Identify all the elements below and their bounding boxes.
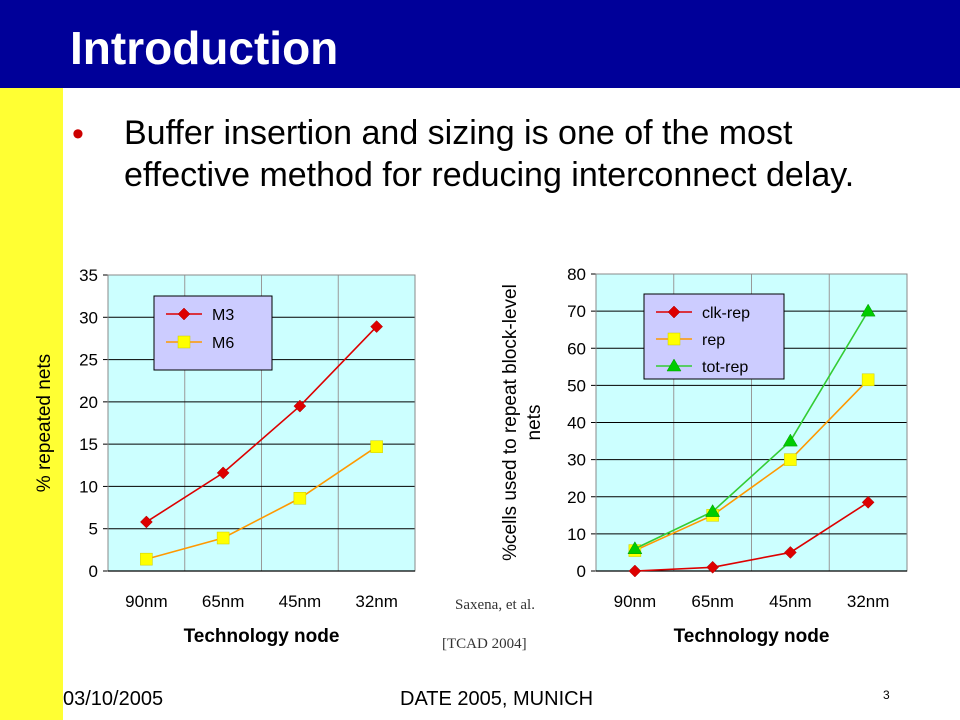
chart-right-group: 0 10 20 30 40 50 60 70 80 90nm 65nm 45nm 32nm Technol… [500, 265, 908, 647]
y-tick-label: 20 [567, 488, 586, 507]
y-tick-label: 60 [567, 339, 586, 358]
series-M6 [140, 440, 383, 566]
y-tick-label: 25 [79, 351, 98, 370]
data-point [860, 303, 876, 317]
data-point [705, 504, 721, 517]
data-point [370, 440, 383, 453]
data-point [861, 495, 875, 509]
data-point [216, 466, 230, 480]
y-tick-label: 35 [79, 266, 98, 285]
x-tick-label: 90nm [125, 592, 168, 611]
x-tick-label: 32nm [355, 592, 398, 611]
series-line [634, 310, 869, 550]
series-tot-rep [627, 303, 876, 554]
legend-marker [667, 332, 681, 346]
citation-source: [TCAD 2004] [442, 636, 527, 652]
data-point [370, 320, 383, 333]
x-tick-label: 32nm [847, 592, 890, 611]
y-tick-label: 80 [567, 265, 586, 284]
data-point [293, 492, 307, 505]
series-line [145, 326, 378, 523]
y-tick-label: 40 [567, 414, 586, 433]
legend-box [643, 293, 785, 380]
data-point [216, 531, 230, 545]
page-number: 3 [883, 688, 890, 702]
data-point [861, 373, 875, 387]
legend-label: M3 [212, 307, 234, 324]
legend-label: tot-rep [702, 359, 748, 376]
y-tick-label: 20 [79, 393, 98, 412]
x-tick-label: 45nm [279, 592, 322, 611]
x-tick-label: 65nm [691, 592, 734, 611]
bullet-dot-icon: • [72, 115, 84, 153]
x-axis-title: Technology node [184, 626, 340, 647]
data-point [627, 541, 643, 554]
data-point [784, 453, 797, 466]
slide-title: Introduction [70, 22, 339, 74]
x-axis-title: Technology node [674, 626, 830, 647]
side-accent-bar [0, 88, 63, 720]
legend-marker [666, 358, 682, 372]
data-point [706, 560, 719, 574]
series-line [634, 379, 869, 552]
x-tick-label: 45nm [769, 592, 812, 611]
y-tick-label: 10 [79, 477, 98, 496]
y-tick-label: 5 [89, 520, 98, 539]
data-point [140, 552, 153, 566]
legend-marker [177, 335, 191, 349]
y-tick-label: 15 [79, 435, 98, 454]
citation-author: Saxena, et al. [455, 597, 535, 613]
legend-marker [177, 307, 191, 321]
y-axis-title: % repeated nets [34, 354, 55, 492]
footer-date: 03/10/2005 [63, 688, 164, 710]
series-M3 [140, 320, 383, 529]
y-tick-label: 70 [567, 302, 586, 321]
series-line [146, 446, 378, 560]
legend-marker [667, 305, 681, 319]
y-tick-label: 0 [89, 562, 98, 581]
bullet-text: Buffer insertion and sizing is one of th… [124, 114, 855, 194]
y-tick-label: 30 [567, 451, 586, 470]
footer-event: DATE 2005, MUNICH [400, 688, 594, 710]
chart-left-group: 0 5 10 15 20 25 30 35 90nm 65nm 45nm 32nm Technology… [34, 266, 416, 647]
legend-label: rep [702, 332, 725, 349]
y-tick-label: 10 [567, 525, 586, 544]
data-point [140, 515, 153, 529]
y-axis-title: %cells used to repeat block-level nets [500, 284, 545, 561]
legend: M3 M6 [153, 295, 273, 371]
x-tick-label: 65nm [202, 592, 245, 611]
series-line [634, 501, 869, 572]
data-point [628, 564, 642, 578]
legend-label: clk-rep [702, 305, 750, 322]
data-point [293, 399, 307, 413]
series-clk-rep [628, 495, 875, 578]
data-point [784, 546, 797, 559]
y-tick-label: 50 [567, 376, 586, 395]
x-tick-label: 90nm [614, 592, 657, 611]
y-tick-label: 30 [79, 308, 98, 327]
legend: clk-rep rep tot-rep [643, 293, 785, 380]
data-point [782, 433, 798, 447]
legend-box [153, 295, 273, 371]
header-bar [0, 0, 960, 88]
legend-label: M6 [212, 335, 234, 352]
y-tick-label: 0 [577, 562, 586, 581]
